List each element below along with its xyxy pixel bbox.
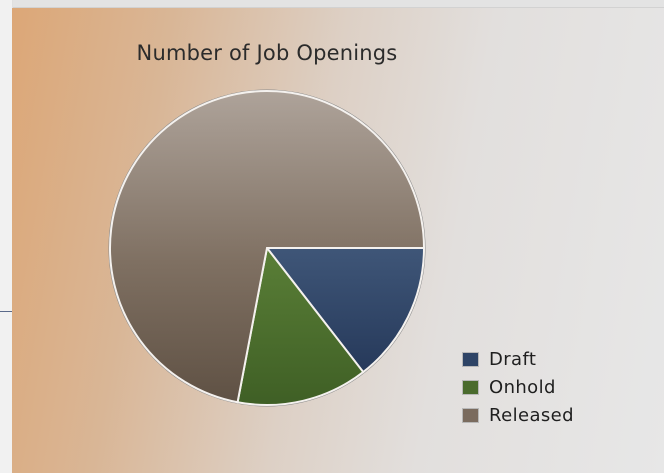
legend-label-onhold: Onhold xyxy=(489,376,556,398)
chart-title: Number of Job Openings xyxy=(136,41,398,65)
pie-slice-onhold[interactable] xyxy=(236,245,365,406)
legend-item-onhold: Onhold xyxy=(462,373,574,401)
chart-panel: Number of Job Openings xyxy=(12,8,664,473)
legend-label-released: Released xyxy=(489,404,574,426)
legend-label-draft: Draft xyxy=(489,348,537,370)
top-border xyxy=(0,0,664,8)
pie-slice-draft[interactable] xyxy=(264,247,426,374)
pie-slice-released[interactable] xyxy=(109,90,426,404)
legend-swatch-onhold xyxy=(462,379,479,395)
chart-legend: Draft Onhold Released xyxy=(462,345,574,429)
legend-swatch-released xyxy=(462,407,479,423)
pie-chart xyxy=(108,89,426,407)
legend-swatch-draft xyxy=(462,351,479,367)
legend-item-released: Released xyxy=(462,401,574,429)
legend-item-draft: Draft xyxy=(462,345,574,373)
